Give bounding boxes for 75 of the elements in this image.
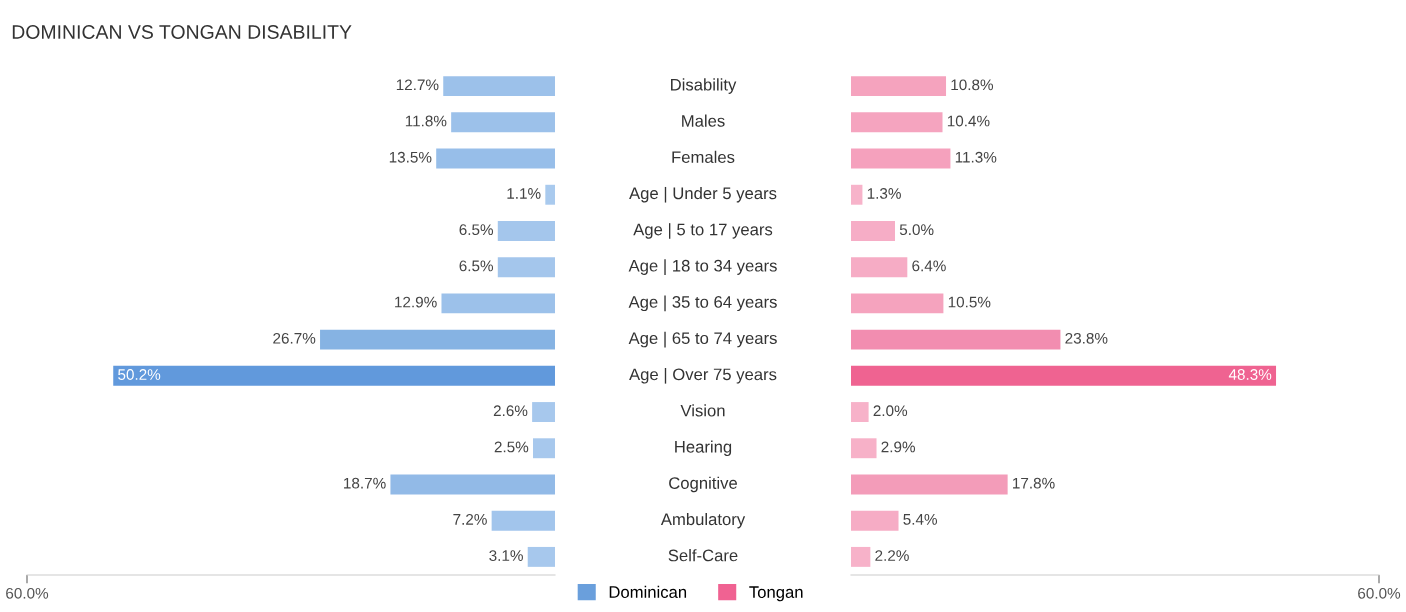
y-tick-label: Ambulatory [660, 512, 746, 529]
y-tick-label: Females [672, 150, 735, 164]
data-label: 1.1% [507, 188, 541, 199]
data-label: 5.4% [903, 514, 938, 525]
bar [527, 546, 555, 567]
data-label: 11.8% [405, 115, 447, 127]
data-label: 10.4% [947, 115, 990, 127]
bar [851, 112, 943, 133]
y-tick-label: Age | 5 to 17 years [633, 223, 773, 239]
bar [451, 112, 555, 133]
bar [851, 402, 869, 422]
chart-title: DOMINICAN VS TONGAN DISABILITY [12, 25, 352, 39]
bar [851, 148, 951, 169]
bar [436, 148, 555, 169]
bar [851, 221, 895, 241]
bar [851, 546, 871, 567]
data-label: 17.8% [1013, 477, 1055, 489]
bar [533, 438, 555, 459]
data-label: 2.0% [873, 405, 908, 417]
bar [320, 329, 555, 350]
bar [851, 365, 1277, 386]
x-tick-label: 60.0% [1358, 587, 1401, 599]
y-tick-label: Age | Over 75 years [629, 368, 777, 384]
data-label: 1.3% [867, 188, 901, 199]
data-label: 2.9% [881, 441, 916, 453]
y-tick-label: Vision [680, 404, 725, 417]
data-label: 50.2% [118, 369, 161, 380]
bar [390, 474, 555, 495]
data-label: 7.2% [453, 513, 487, 525]
y-tick-label: Self-Care [668, 549, 738, 562]
bar [443, 76, 555, 97]
data-label: 18.7% [344, 477, 386, 489]
data-label: 12.7% [396, 79, 439, 91]
data-label: 2.6% [493, 405, 528, 417]
bar [491, 510, 555, 531]
y-tick-label: Age | 18 to 34 years [628, 259, 777, 275]
data-label: 6.5% [459, 260, 494, 272]
bar [851, 76, 947, 97]
data-label: 6.5% [459, 224, 494, 236]
bar [113, 365, 555, 386]
bar [851, 438, 877, 459]
data-label: 6.4% [912, 260, 946, 272]
data-label: 26.7% [273, 332, 316, 344]
legend-label: Tongan [749, 586, 803, 602]
y-tick-label: Males [682, 114, 725, 127]
bar [545, 184, 555, 205]
bar [851, 329, 1061, 350]
y-tick-label: Cognitive [669, 476, 737, 493]
legend-label: Dominican [609, 585, 687, 598]
y-tick-label: Disability [671, 78, 737, 94]
bar [851, 184, 863, 205]
y-tick-label: Hearing [675, 440, 732, 457]
data-label: 11.3% [955, 151, 997, 163]
data-label: 13.5% [389, 151, 432, 163]
data-label: 48.3% [1228, 369, 1272, 380]
bar [851, 474, 1008, 495]
bar [851, 293, 944, 314]
bar [497, 221, 555, 241]
x-tick-label: 60.0% [6, 587, 49, 599]
bar [441, 293, 555, 314]
data-label: 2.2% [875, 550, 909, 561]
bar [851, 510, 899, 531]
data-label: 2.5% [494, 441, 529, 453]
y-tick-label: Age | 65 to 74 years [628, 331, 777, 348]
data-label: 3.1% [489, 550, 523, 561]
y-tick-label: Age | Under 5 years [629, 186, 777, 203]
data-label: 10.5% [948, 296, 991, 308]
bar [851, 257, 908, 278]
data-label: 12.9% [395, 296, 437, 308]
y-tick-label: Age | 35 to 64 years [628, 295, 777, 312]
data-label: 23.8% [1065, 332, 1108, 344]
bar [497, 257, 555, 278]
bar [532, 402, 555, 422]
data-label: 5.0% [899, 224, 934, 236]
data-label: 10.8% [951, 79, 994, 91]
